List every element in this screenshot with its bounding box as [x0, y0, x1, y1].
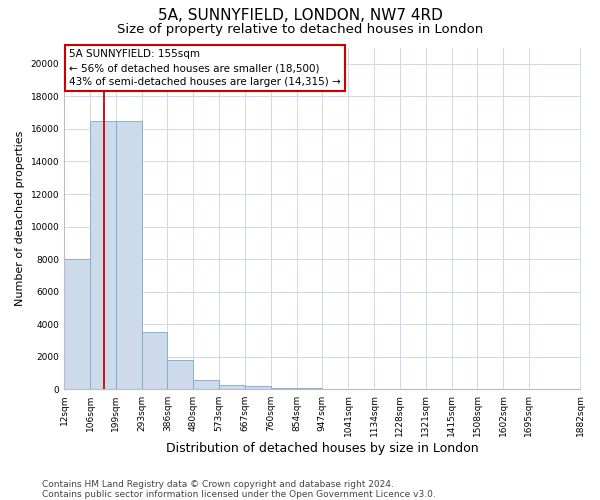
- Text: 5A, SUNNYFIELD, LONDON, NW7 4RD: 5A, SUNNYFIELD, LONDON, NW7 4RD: [158, 8, 442, 22]
- Bar: [90, 121, 116, 390]
- Bar: [193, 380, 219, 390]
- Bar: [116, 121, 142, 390]
- Y-axis label: Number of detached properties: Number of detached properties: [15, 131, 25, 306]
- Bar: [219, 384, 245, 390]
- Text: 5A SUNNYFIELD: 155sqm
← 56% of detached houses are smaller (18,500)
43% of semi-: 5A SUNNYFIELD: 155sqm ← 56% of detached …: [70, 49, 341, 87]
- Text: Size of property relative to detached houses in London: Size of property relative to detached ho…: [117, 22, 483, 36]
- Text: Contains HM Land Registry data © Crown copyright and database right 2024.
Contai: Contains HM Land Registry data © Crown c…: [42, 480, 436, 499]
- Bar: [296, 388, 322, 390]
- Bar: [245, 386, 271, 390]
- Bar: [271, 388, 296, 390]
- Bar: [64, 259, 90, 390]
- Bar: [167, 360, 193, 390]
- Bar: [142, 332, 167, 390]
- X-axis label: Distribution of detached houses by size in London: Distribution of detached houses by size …: [166, 442, 479, 455]
